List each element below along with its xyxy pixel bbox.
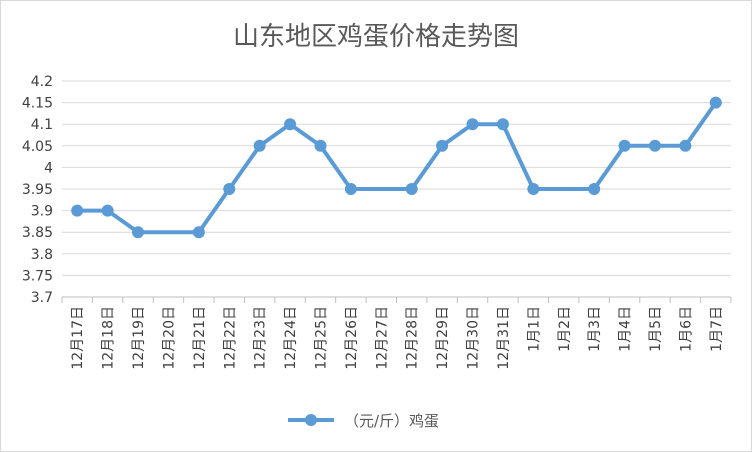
x-tick-label: 1月4日 [618, 306, 634, 352]
x-tick-label: 12月29日 [435, 306, 451, 370]
data-point [192, 226, 205, 239]
data-point [253, 139, 266, 152]
data-point [405, 183, 418, 195]
x-tick-label: 1月1日 [526, 306, 542, 352]
data-point [71, 204, 84, 217]
x-tick-label: 12月18日 [101, 306, 117, 370]
x-tick-label: 1月7日 [709, 306, 725, 352]
legend: （元/斤）鸡蛋 [288, 412, 439, 430]
data-point [344, 183, 357, 195]
x-axis: 12月17日 12月18日 12月19日 12月20日 12月21日 12月22日 12月2… [61, 296, 732, 370]
data-point [436, 139, 449, 152]
data-point [679, 139, 692, 152]
legend-label: （元/斤）鸡蛋 [344, 412, 439, 430]
y-tick-label: 3.7 [31, 290, 53, 306]
x-tick-label: 12月20日 [161, 306, 177, 370]
x-tick-label: 12月19日 [131, 306, 147, 370]
y-tick-label: 3.8 [31, 247, 53, 263]
data-point [709, 96, 722, 109]
x-tick-label: 12月26日 [344, 306, 360, 370]
data-point [223, 183, 236, 195]
x-tick-label: 12月27日 [374, 306, 390, 370]
data-point [466, 118, 479, 131]
x-tick-label: 12月17日 [70, 306, 86, 370]
x-tick-label: 12月31日 [496, 306, 512, 370]
data-point [284, 118, 297, 131]
x-tick-label: 12月30日 [466, 306, 482, 370]
data-point [527, 183, 540, 195]
x-tick-label: 1月3日 [587, 306, 603, 352]
data-point [101, 204, 114, 217]
x-tick-label: 1月2日 [557, 306, 573, 352]
data-point [496, 118, 509, 131]
x-tick-label: 1月6日 [678, 306, 694, 352]
data-point [132, 226, 145, 239]
y-tick-label: 4.2 [31, 74, 53, 90]
x-tick-label: 1月5日 [648, 306, 664, 352]
data-point [618, 139, 631, 152]
y-tick-label: 4 [44, 160, 53, 176]
data-point [648, 139, 661, 152]
y-tick-label: 4.05 [22, 139, 53, 155]
data-point [588, 183, 601, 195]
x-tick-label: 12月23日 [253, 306, 269, 370]
y-tick-label: 3.9 [31, 204, 53, 220]
x-tick-label: 12月25日 [313, 306, 329, 370]
x-tick-label: 12月22日 [222, 306, 238, 370]
y-tick-label: 3.85 [22, 225, 53, 241]
y-tick-label: 4.15 [22, 96, 53, 112]
legend-marker [305, 414, 317, 426]
y-tick-label: 3.75 [22, 268, 53, 284]
series-layer [71, 96, 722, 239]
x-tick-label: 12月21日 [192, 306, 208, 370]
chart-title: 山东地区鸡蛋价格走势图 [233, 22, 519, 52]
y-tick-label: 4.1 [31, 117, 53, 133]
x-tick-label: 12月28日 [405, 306, 421, 370]
y-axis-ticks: 4.2 4.15 4.1 4.05 4 3.95 3.9 3.85 3.8 3.75 3.7 [22, 74, 53, 306]
data-point [314, 139, 327, 152]
y-tick-label: 3.95 [22, 182, 53, 198]
x-tick-label: 12月24日 [283, 306, 299, 370]
